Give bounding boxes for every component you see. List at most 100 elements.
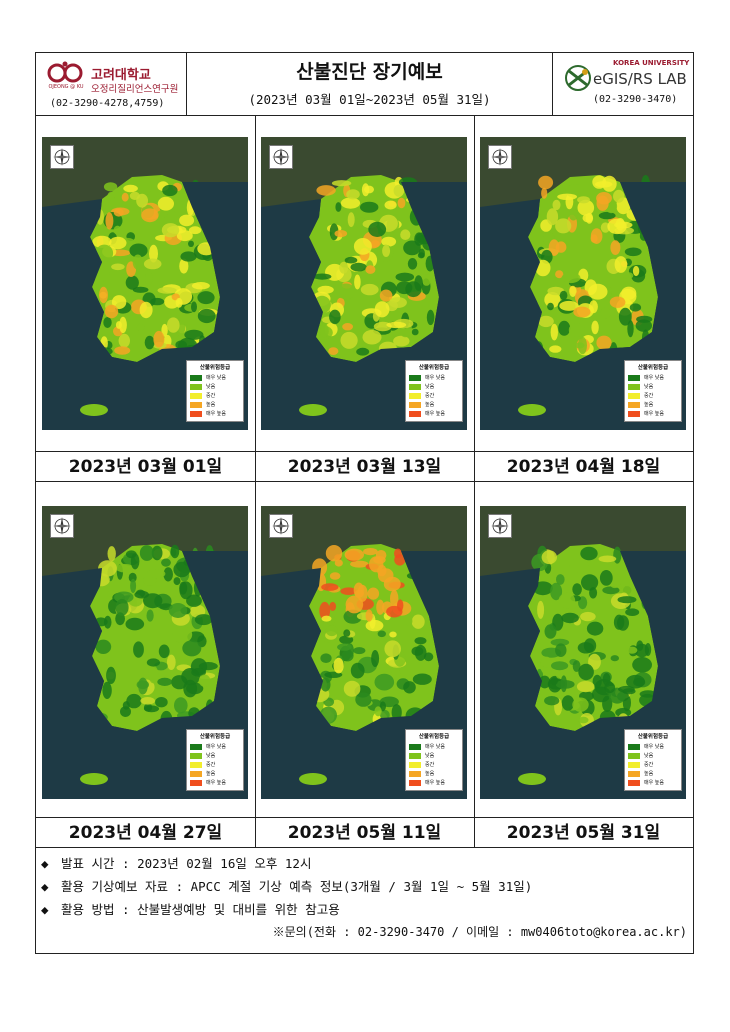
korea-fire-risk-map <box>261 137 467 430</box>
institute-subtitle: 오정리질리언스연구원 <box>91 84 179 95</box>
legend-swatch <box>628 752 640 759</box>
legend-item: 낮음 <box>190 752 240 759</box>
compass-icon <box>50 145 74 169</box>
risk-map-1: 산불위험등급 매우 낮음 낮음 중간 높음 매우 높음 <box>42 137 248 430</box>
legend-item: 높음 <box>628 401 678 408</box>
lab-name: eGIS/RS LAB <box>593 70 687 88</box>
legend-item: 중간 <box>190 392 240 399</box>
legend-item: 매우 낮음 <box>628 743 678 750</box>
forecast-document: OJEONG @ KU 고려대학교 오정리질리언스연구원 (02-3290-42… <box>35 52 694 954</box>
jeju-island <box>299 404 327 416</box>
legend-label: 높음 <box>425 771 435 777</box>
legend-label: 매우 낮음 <box>425 744 445 750</box>
legend-label: 중간 <box>425 393 435 399</box>
legend-swatch <box>409 401 421 408</box>
legend-item: 낮음 <box>409 752 459 759</box>
risk-map-5: 산불위험등급 매우 낮음 낮음 중간 높음 매우 높음 <box>261 506 467 799</box>
risk-map-4: 산불위험등급 매우 낮음 낮음 중간 높음 매우 높음 <box>42 506 248 799</box>
legend-label: 높음 <box>206 771 216 777</box>
legend-item: 매우 낮음 <box>190 743 240 750</box>
legend-item: 높음 <box>628 770 678 777</box>
legend-swatch <box>190 779 202 786</box>
legend-label: 낮음 <box>644 753 654 759</box>
legend-swatch <box>409 383 421 390</box>
legend-item: 낮음 <box>190 383 240 390</box>
legend-item: 높음 <box>409 770 459 777</box>
egis-lab-logo-icon <box>565 65 591 91</box>
legend-item: 매우 높음 <box>409 779 459 786</box>
legend-label: 낮음 <box>425 753 435 759</box>
map-date-caption: 2023년 05월 31일 <box>474 817 693 847</box>
note-data-source: ◆ 활용 기상예보 자료 : APCC 계절 기상 예측 정보(3개월 / 3월 … <box>41 879 533 894</box>
legend-swatch <box>190 743 202 750</box>
legend-item: 매우 높음 <box>409 410 459 417</box>
legend-title: 산불위험등급 <box>199 365 231 371</box>
jeju-island <box>80 773 108 785</box>
legend-label: 매우 낮음 <box>206 744 226 750</box>
legend-swatch <box>190 383 202 390</box>
risk-legend: 산불위험등급 매우 낮음 낮음 중간 높음 매우 높음 <box>186 729 244 791</box>
risk-map-3: 산불위험등급 매우 낮음 낮음 중간 높음 매우 높음 <box>480 137 686 430</box>
page-title: 산불진단 장기예보 <box>296 61 443 83</box>
svg-text:OJEONG @ KU: OJEONG @ KU <box>48 84 83 89</box>
legend-label: 매우 높음 <box>206 780 226 786</box>
ojeong-logo-icon: OJEONG @ KU <box>47 61 84 89</box>
legend-label: 매우 높음 <box>644 780 664 786</box>
compass-icon <box>269 145 293 169</box>
risk-legend: 산불위험등급 매우 낮음 낮음 중간 높음 매우 높음 <box>405 360 463 422</box>
legend-item: 매우 낮음 <box>190 374 240 381</box>
risk-legend: 산불위험등급 매우 낮음 낮음 중간 높음 매우 높음 <box>624 729 682 791</box>
legend-title: 산불위험등급 <box>418 734 450 740</box>
legend-label: 낮음 <box>206 384 216 390</box>
lab-phone: (02-3290-3470) <box>593 94 678 105</box>
legend-swatch <box>190 752 202 759</box>
map-date-caption: 2023년 04월 18일 <box>474 451 693 481</box>
legend-label: 매우 낮음 <box>644 375 664 381</box>
header: OJEONG @ KU 고려대학교 오정리질리언스연구원 (02-3290-42… <box>36 53 693 116</box>
korea-university-label: KOREA UNIVERSITY <box>613 59 690 67</box>
legend-swatch <box>628 401 640 408</box>
risk-legend: 산불위험등급 매우 낮음 낮음 중간 높음 매우 높음 <box>624 360 682 422</box>
legend-swatch <box>409 743 421 750</box>
legend-label: 중간 <box>644 762 654 768</box>
legend-item: 매우 낮음 <box>409 743 459 750</box>
legend-swatch <box>628 779 640 786</box>
compass-icon <box>269 514 293 538</box>
legend-item: 매우 높음 <box>628 779 678 786</box>
legend-swatch <box>628 410 640 417</box>
legend-swatch <box>190 374 202 381</box>
legend-swatch <box>628 770 640 777</box>
legend-swatch <box>628 761 640 768</box>
contact-info: ※문의(전화 : 02-3290-3470 / 이메일 : mw0406toto… <box>272 925 687 939</box>
legend-swatch <box>409 770 421 777</box>
institute-phone: (02-3290-4278,4759) <box>50 98 165 109</box>
legend-swatch <box>409 374 421 381</box>
legend-label: 낮음 <box>644 384 654 390</box>
legend-item: 낮음 <box>628 383 678 390</box>
legend-label: 중간 <box>206 393 216 399</box>
legend-swatch <box>409 392 421 399</box>
legend-swatch <box>190 761 202 768</box>
risk-map-2: 산불위험등급 매우 낮음 낮음 중간 높음 매우 높음 <box>261 137 467 430</box>
legend-label: 매우 낮음 <box>206 375 226 381</box>
legend-label: 낮음 <box>425 384 435 390</box>
risk-legend: 산불위험등급 매우 낮음 낮음 중간 높음 매우 높음 <box>186 360 244 422</box>
jeju-island <box>80 404 108 416</box>
legend-swatch <box>190 392 202 399</box>
legend-title: 산불위험등급 <box>199 734 231 740</box>
compass-icon <box>488 145 512 169</box>
forecast-period: (2023년 03월 01일~2023년 05월 31일) <box>248 92 491 107</box>
map-date-caption: 2023년 05월 11일 <box>255 817 474 847</box>
legend-swatch <box>628 743 640 750</box>
legend-label: 중간 <box>644 393 654 399</box>
legend-swatch <box>628 383 640 390</box>
legend-swatch <box>628 374 640 381</box>
legend-swatch <box>628 392 640 399</box>
note-release-time: ◆ 발표 시간 : 2023년 02월 16일 오후 12시 <box>41 856 312 871</box>
legend-label: 높음 <box>644 771 654 777</box>
legend-item: 높음 <box>190 770 240 777</box>
legend-label: 매우 높음 <box>425 411 445 417</box>
note-usage: ◆ 활용 방법 : 산불발생예방 및 대비를 위한 참고용 <box>41 902 340 917</box>
legend-item: 중간 <box>628 392 678 399</box>
legend-label: 높음 <box>425 402 435 408</box>
